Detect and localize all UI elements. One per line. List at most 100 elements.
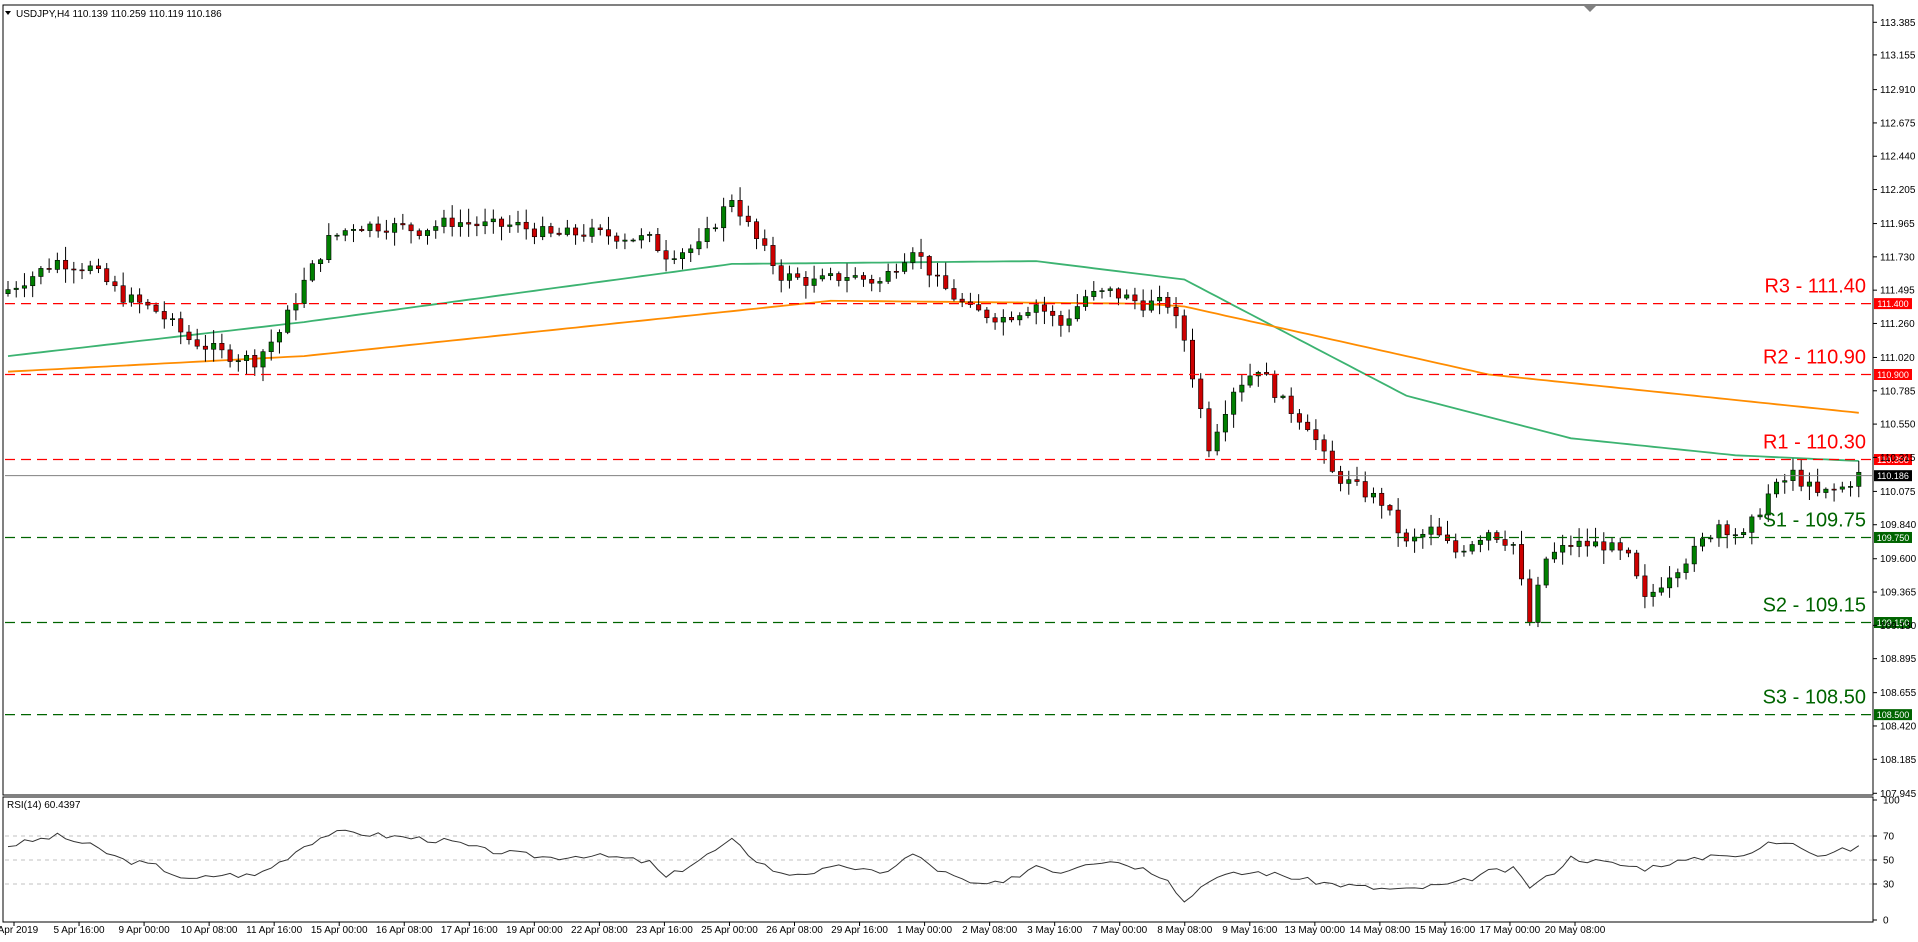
candle-body xyxy=(1132,294,1138,302)
candle-body xyxy=(1601,541,1607,551)
candle-body xyxy=(1634,552,1640,577)
symbol-header: USDJPY,H4 110.139 110.259 110.119 110.18… xyxy=(16,9,222,20)
candle-body xyxy=(803,277,809,286)
candle-body xyxy=(1675,572,1681,579)
candle xyxy=(1486,529,1492,551)
candle xyxy=(1247,363,1253,388)
candle-body xyxy=(860,275,866,280)
candle xyxy=(1264,362,1270,376)
candle-body xyxy=(1091,291,1097,297)
current-price-tag xyxy=(1874,470,1912,482)
candle-body xyxy=(112,281,118,287)
candle xyxy=(712,223,718,232)
rsi-tick-label: 0 xyxy=(1883,916,1889,927)
x-tick-label: 15 May 16:00 xyxy=(1415,925,1476,936)
candle-body xyxy=(1338,471,1344,484)
candle xyxy=(1609,537,1615,553)
candle xyxy=(474,216,480,237)
level-price-tag-s2 xyxy=(1874,617,1912,629)
candle-body xyxy=(548,226,554,234)
candle-body xyxy=(671,258,677,260)
candle-body xyxy=(589,227,595,237)
candle xyxy=(449,205,455,237)
candle xyxy=(902,253,908,275)
candle-body xyxy=(1732,534,1738,537)
candle-body xyxy=(1486,532,1492,541)
candle xyxy=(1189,328,1195,388)
candle xyxy=(1461,545,1467,557)
candle-body xyxy=(466,222,472,225)
candle-body xyxy=(614,235,620,242)
candle xyxy=(1839,481,1845,493)
candle-body xyxy=(507,224,513,227)
candle xyxy=(1296,408,1302,430)
y-tick-label: 111.730 xyxy=(1880,252,1915,263)
candle xyxy=(1535,576,1541,628)
candle-body xyxy=(1576,540,1582,547)
candle-body xyxy=(622,239,628,242)
candle xyxy=(1148,289,1154,313)
rsi-label: RSI(14) 60.4397 xyxy=(7,800,81,811)
candle xyxy=(852,267,858,280)
candle xyxy=(433,220,439,239)
candle xyxy=(926,254,932,288)
candle xyxy=(655,228,661,253)
candle-body xyxy=(260,351,266,368)
x-tick-label: 9 Apr 00:00 xyxy=(119,925,171,936)
candle-body xyxy=(1798,469,1804,487)
candle-body xyxy=(1757,514,1763,518)
candle-body xyxy=(227,349,233,362)
candle-body xyxy=(359,229,365,231)
candle xyxy=(1387,504,1393,516)
candle xyxy=(392,217,398,246)
y-tick-label: 107.945 xyxy=(1880,789,1917,800)
candle xyxy=(301,267,307,308)
candle xyxy=(359,225,365,233)
candle xyxy=(1280,394,1286,400)
candle xyxy=(186,325,192,345)
candle-body xyxy=(54,259,60,270)
candle xyxy=(1395,498,1401,547)
candle-body xyxy=(202,345,208,350)
candle-body xyxy=(902,262,908,272)
candle xyxy=(951,279,957,302)
chart-shift-icon[interactable] xyxy=(1584,6,1596,12)
level-price-tag-text: 108.500 xyxy=(1877,710,1910,720)
candle xyxy=(87,260,93,275)
candle-body xyxy=(293,303,299,311)
candle-body xyxy=(1222,414,1228,433)
candle-body xyxy=(729,200,735,207)
candle xyxy=(795,267,801,280)
chevron-down-icon[interactable] xyxy=(5,11,11,15)
candle-body xyxy=(318,259,324,264)
candle-body xyxy=(951,288,957,300)
candle xyxy=(137,288,143,314)
candle xyxy=(350,224,356,243)
level-price-tag-r3 xyxy=(1874,298,1912,310)
y-tick-label: 110.785 xyxy=(1880,386,1916,397)
candles xyxy=(5,187,1862,628)
candle xyxy=(375,216,381,238)
candle-body xyxy=(1083,296,1089,307)
candle-body xyxy=(1181,315,1187,341)
y-tick-label: 112.910 xyxy=(1880,85,1916,96)
candle xyxy=(46,258,52,273)
candle xyxy=(1551,542,1557,563)
x-tick-label: 5 Apr 16:00 xyxy=(53,925,105,936)
candle-body xyxy=(869,279,875,284)
level-price-tag-r2 xyxy=(1874,368,1912,380)
candle xyxy=(1173,297,1179,329)
candle-body xyxy=(170,318,176,320)
y-tick-label: 113.155 xyxy=(1880,50,1916,61)
candle-body xyxy=(811,278,817,286)
candle xyxy=(1699,532,1705,552)
candle xyxy=(1107,286,1113,298)
candle-body xyxy=(1074,306,1080,320)
candle xyxy=(1124,289,1130,300)
x-tick-label: 11 Apr 16:00 xyxy=(246,925,302,936)
y-tick-label: 109.600 xyxy=(1880,554,1917,565)
candle xyxy=(918,238,924,269)
candle-body xyxy=(1041,304,1047,312)
candle xyxy=(285,305,291,335)
